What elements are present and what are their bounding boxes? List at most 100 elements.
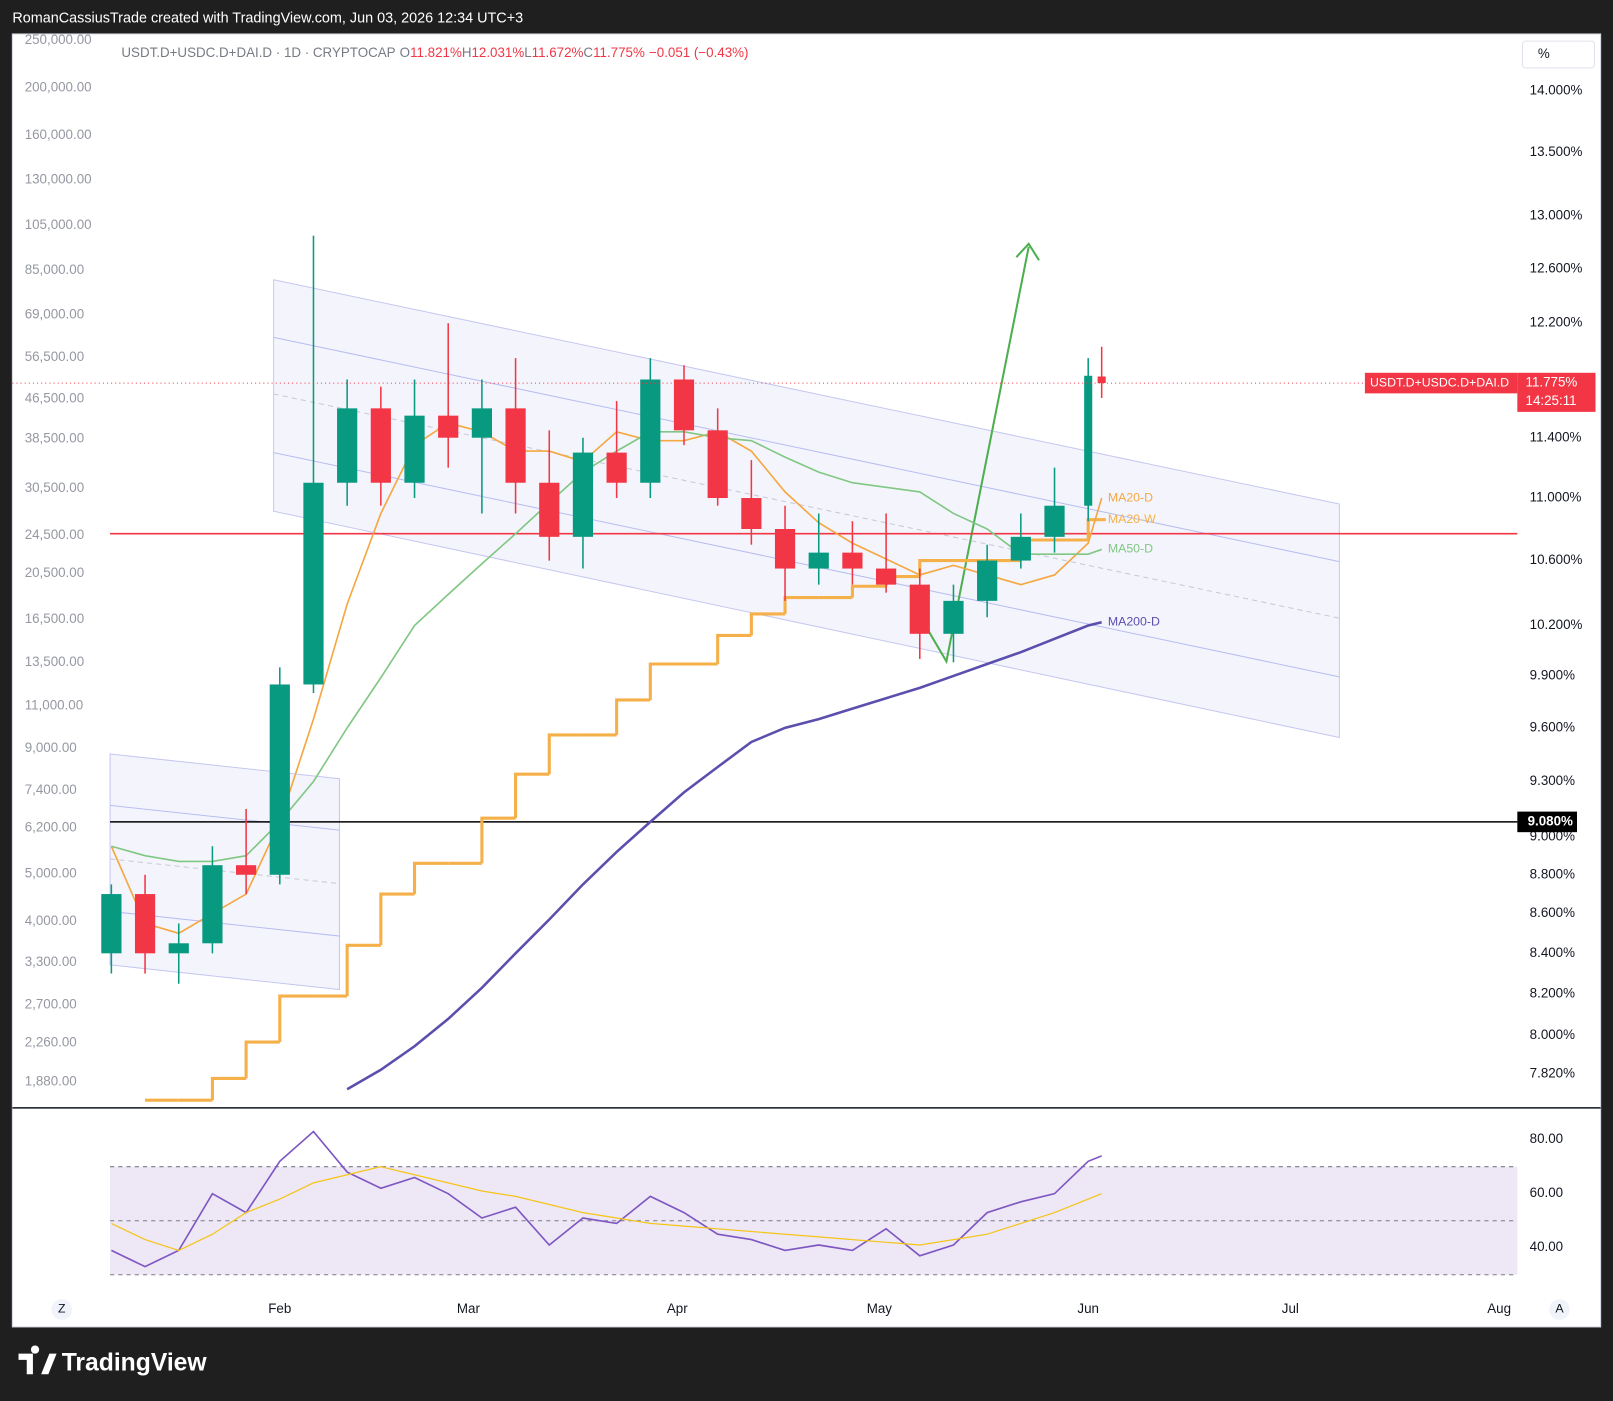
x-tick-label: Aug xyxy=(1487,1301,1511,1316)
y-tick-label: 11.000% xyxy=(1530,490,1582,505)
channel-line xyxy=(273,336,1340,563)
candle-body xyxy=(202,865,223,944)
candle-body xyxy=(438,415,459,438)
y2-tick-label: 85,000.00 xyxy=(25,262,84,277)
y2-tick-label: 20,500.00 xyxy=(25,565,84,580)
candle-body xyxy=(471,408,492,438)
button[interactable] xyxy=(51,1299,73,1320)
y2-tick-label: 9,000.00 xyxy=(25,740,77,755)
ma-label: MA20-D xyxy=(1108,490,1153,504)
countdown-label: 14:25:11 xyxy=(1526,393,1577,408)
y-tick-label: 8.800% xyxy=(1530,866,1575,881)
ma-step xyxy=(412,861,449,895)
ma-step xyxy=(615,698,651,735)
candle-body xyxy=(774,529,796,569)
candle-body xyxy=(101,894,122,954)
candle-body xyxy=(909,584,930,634)
y2-tick-label: 30,500.00 xyxy=(25,480,84,495)
legend-text: 11.775% xyxy=(593,45,645,60)
logo-icon xyxy=(18,1345,57,1375)
ma-step xyxy=(480,816,516,864)
y-tick-label: 8.200% xyxy=(1530,986,1575,1001)
y2-tick-label: 4,000.00 xyxy=(25,913,77,928)
y-tick-label: 8.400% xyxy=(1530,945,1575,960)
y2-tick-label: 200,000.00 xyxy=(25,80,92,95)
y-tick-label: 40.00 xyxy=(1530,1239,1563,1254)
legend-text: 12.031% xyxy=(471,45,524,60)
ma-step xyxy=(278,994,314,1043)
y-tick-label: 13.500% xyxy=(1530,144,1583,159)
ma-label: MA20-W xyxy=(1108,512,1156,526)
candle-body xyxy=(673,379,695,431)
unit-label: % xyxy=(1538,46,1550,61)
candle-body xyxy=(640,379,661,483)
y2-tick-label: 1,880.00 xyxy=(25,1074,77,1089)
y2-tick-label: 24,500.00 xyxy=(25,527,84,542)
x-tick-label: Mar xyxy=(457,1301,481,1316)
candle-body xyxy=(1097,376,1106,384)
attribution: RomanCassiusTrade created with TradingVi… xyxy=(12,10,523,26)
y2-tick-label: 105,000.00 xyxy=(25,217,92,232)
ma-step xyxy=(345,943,381,997)
ma-step xyxy=(244,1040,280,1079)
y-tick-label: 10.600% xyxy=(1530,552,1583,567)
candle-body xyxy=(875,568,897,585)
right-button-label: A xyxy=(1555,1302,1564,1316)
y-tick-label: 9.300% xyxy=(1530,773,1575,788)
y2-tick-label: 56,500.00 xyxy=(25,349,84,364)
y2-tick-label: 130,000.00 xyxy=(25,171,92,186)
candle-body xyxy=(303,482,324,685)
y-tick-label: 8.600% xyxy=(1530,905,1575,920)
brand: TradingView xyxy=(62,1349,208,1376)
y2-tick-label: 11,000.00 xyxy=(25,697,83,712)
y-tick-label: 12.200% xyxy=(1530,315,1583,330)
y2-tick-label: 69,000.00 xyxy=(25,306,84,321)
x-tick-label: Jun xyxy=(1077,1301,1099,1316)
channel-line xyxy=(273,452,1340,678)
ma-step xyxy=(716,633,752,665)
ma-step xyxy=(379,892,415,946)
y2-tick-label: 5,000.00 xyxy=(25,865,77,880)
legend-text: L xyxy=(524,45,531,60)
candle-body xyxy=(842,552,863,569)
price-label: 9.080% xyxy=(1528,813,1573,828)
ma-line xyxy=(346,620,1102,1091)
y-tick-label: 12.600% xyxy=(1530,260,1583,275)
brand-logo: TradingView xyxy=(18,1345,208,1376)
candle-body xyxy=(1044,505,1065,537)
candle-body xyxy=(505,408,526,483)
legend-text: H xyxy=(462,45,472,60)
channel-line xyxy=(110,804,340,831)
y-tick-label: 13.000% xyxy=(1530,208,1583,223)
channel xyxy=(273,279,1340,739)
price-label-box xyxy=(1517,372,1596,412)
y-tick-label: 10.200% xyxy=(1530,617,1583,632)
ma-step xyxy=(547,733,583,775)
candle-body xyxy=(404,415,425,483)
candle-body xyxy=(370,408,391,483)
channel-mid xyxy=(110,858,340,885)
candle-body xyxy=(808,552,829,569)
y2-tick-label: 13,500.00 xyxy=(25,654,84,669)
y2-tick-label: 160,000.00 xyxy=(25,127,92,142)
candle-body xyxy=(707,430,728,499)
candle-body xyxy=(943,600,964,634)
y-tick-label: 7.820% xyxy=(1530,1066,1575,1081)
legend-text: −0.051 (−0.43%) xyxy=(649,45,749,60)
y-tick-label: 9.900% xyxy=(1530,667,1575,682)
ma-step xyxy=(749,612,786,636)
ma-step xyxy=(648,662,684,700)
arrow-head xyxy=(1015,242,1040,261)
unit-button[interactable] xyxy=(1521,40,1595,69)
rsi-line xyxy=(111,1166,1102,1252)
button[interactable] xyxy=(1549,1299,1570,1320)
y2-tick-label: 6,200.00 xyxy=(25,819,77,834)
y2-tick-label: 3,300.00 xyxy=(25,954,77,969)
legend-text: C xyxy=(583,45,593,60)
ma-step xyxy=(514,772,550,819)
candle-body xyxy=(1010,536,1031,561)
candle-body xyxy=(539,482,560,537)
